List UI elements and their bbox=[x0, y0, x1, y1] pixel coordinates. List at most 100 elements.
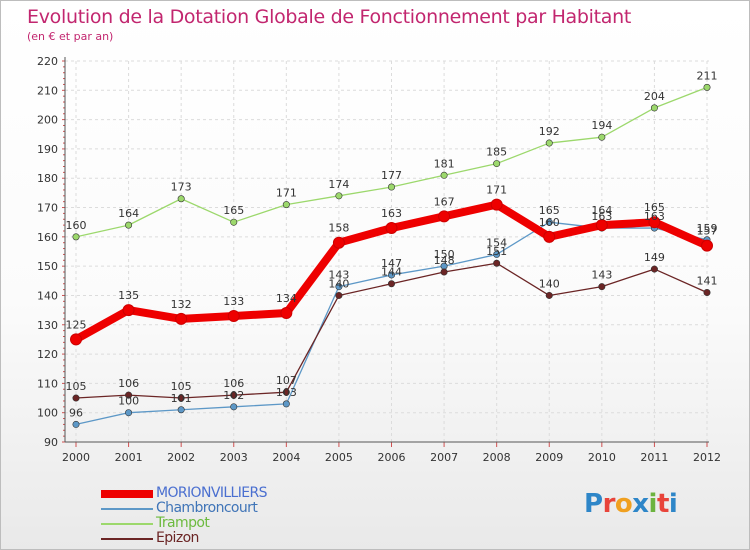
data-label-morionvilliers: 165 bbox=[644, 201, 665, 214]
data-point-trampot bbox=[387, 183, 395, 191]
data-label-chambroncourt: 102 bbox=[223, 389, 244, 402]
legend-label: MORIONVILLIERS bbox=[156, 485, 268, 501]
data-point-epizon bbox=[545, 291, 553, 299]
data-point-chambroncourt bbox=[282, 400, 290, 408]
data-point-epizon bbox=[125, 391, 133, 399]
data-point-trampot bbox=[177, 195, 185, 203]
data-label-trampot: 165 bbox=[223, 204, 244, 217]
x-tick-label: 2006 bbox=[378, 451, 406, 464]
chart-subtitle: (en € et par an) bbox=[27, 30, 114, 43]
axes: 9010011012013014015016017018019020021022… bbox=[37, 55, 721, 464]
x-tick-label: 2008 bbox=[483, 451, 511, 464]
data-point-chambroncourt bbox=[72, 420, 80, 428]
data-label-morionvilliers: 134 bbox=[276, 292, 297, 305]
data-label-morionvilliers: 171 bbox=[486, 184, 507, 197]
logo-letter: t bbox=[656, 489, 669, 519]
y-tick-label: 100 bbox=[37, 407, 58, 420]
data-point-morionvilliers bbox=[701, 239, 713, 252]
data-label-epizon: 141 bbox=[697, 275, 718, 288]
data-label-trampot: 160 bbox=[66, 219, 87, 232]
data-label-morionvilliers: 160 bbox=[539, 216, 560, 229]
logo-letter: o bbox=[614, 489, 633, 519]
legend-label: Epizon bbox=[156, 530, 199, 546]
legend-label: Trampot bbox=[156, 515, 210, 531]
data-point-trampot bbox=[545, 139, 553, 147]
y-tick-label: 150 bbox=[37, 260, 58, 273]
data-label-epizon: 140 bbox=[539, 277, 560, 290]
data-label-trampot: 177 bbox=[381, 169, 402, 182]
legend-label: Chambroncourt bbox=[156, 500, 258, 516]
legend-swatch bbox=[101, 538, 153, 540]
y-tick-label: 210 bbox=[37, 84, 58, 97]
data-label-morionvilliers: 163 bbox=[381, 207, 402, 220]
y-tick-label: 130 bbox=[37, 319, 58, 332]
data-label-trampot: 204 bbox=[644, 90, 665, 103]
y-tick-label: 140 bbox=[37, 289, 58, 302]
data-point-chambroncourt bbox=[387, 271, 395, 279]
logo-letter: x bbox=[632, 489, 649, 519]
data-label-epizon: 105 bbox=[66, 380, 87, 393]
data-label-trampot: 164 bbox=[118, 207, 139, 220]
data-label-chambroncourt: 163 bbox=[591, 210, 612, 223]
data-point-morionvilliers bbox=[490, 198, 503, 211]
x-tick-label: 2012 bbox=[693, 451, 721, 464]
data-label-morionvilliers: 133 bbox=[223, 295, 244, 308]
grid bbox=[65, 60, 709, 443]
data-point-trampot bbox=[598, 133, 606, 141]
x-tick-label: 2002 bbox=[167, 451, 195, 464]
data-point-morionvilliers bbox=[280, 307, 293, 320]
data-point-chambroncourt bbox=[125, 409, 133, 417]
logo-letter: i bbox=[668, 489, 678, 519]
data-point-epizon bbox=[598, 283, 606, 291]
y-tick-label: 120 bbox=[37, 348, 58, 361]
data-label-epizon: 149 bbox=[644, 251, 665, 264]
y-tick-label: 110 bbox=[37, 377, 58, 390]
data-label-chambroncourt: 163 bbox=[644, 210, 665, 223]
data-point-trampot bbox=[703, 83, 711, 91]
data-point-epizon bbox=[282, 388, 290, 396]
data-label-trampot: 171 bbox=[276, 187, 297, 200]
data-point-morionvilliers bbox=[543, 230, 556, 243]
data-point-epizon bbox=[650, 265, 658, 273]
data-label-morionvilliers: 167 bbox=[434, 195, 455, 208]
data-label-chambroncourt: 103 bbox=[276, 386, 297, 399]
logo-letter: r bbox=[602, 489, 616, 519]
x-tick-label: 2011 bbox=[640, 451, 668, 464]
data-point-morionvilliers bbox=[227, 309, 240, 322]
series-lines bbox=[70, 83, 713, 428]
data-point-morionvilliers bbox=[438, 210, 451, 223]
data-label-epizon: 143 bbox=[591, 269, 612, 282]
data-label-chambroncourt: 96 bbox=[69, 406, 83, 419]
data-point-morionvilliers bbox=[175, 312, 188, 325]
data-label-morionvilliers: 125 bbox=[66, 318, 87, 331]
data-label-chambroncourt: 147 bbox=[381, 257, 402, 270]
legend-swatch bbox=[101, 490, 153, 498]
data-point-epizon bbox=[440, 268, 448, 276]
logo-letter: P bbox=[584, 489, 603, 519]
data-point-trampot bbox=[650, 104, 658, 112]
data-label-morionvilliers: 164 bbox=[591, 204, 612, 217]
data-point-trampot bbox=[493, 160, 501, 168]
data-label-chambroncourt: 101 bbox=[171, 392, 192, 405]
data-point-trampot bbox=[440, 171, 448, 179]
data-point-trampot bbox=[230, 218, 238, 226]
data-point-chambroncourt bbox=[230, 403, 238, 411]
data-label-epizon: 105 bbox=[171, 380, 192, 393]
y-tick-label: 220 bbox=[37, 55, 58, 68]
data-label-morionvilliers: 132 bbox=[171, 298, 192, 311]
data-point-chambroncourt bbox=[545, 218, 553, 226]
x-tick-label: 2009 bbox=[535, 451, 563, 464]
data-label-trampot: 173 bbox=[171, 181, 192, 194]
data-point-morionvilliers bbox=[385, 222, 398, 235]
data-point-epizon bbox=[230, 391, 238, 399]
data-point-epizon bbox=[177, 394, 185, 402]
data-point-epizon bbox=[387, 280, 395, 288]
data-point-trampot bbox=[125, 221, 133, 229]
data-label-epizon: 148 bbox=[434, 254, 455, 267]
data-point-epizon bbox=[72, 394, 80, 402]
chart-title: Evolution de la Dotation Globale de Fonc… bbox=[27, 6, 632, 28]
y-tick-label: 180 bbox=[37, 172, 58, 185]
data-label-epizon: 106 bbox=[118, 377, 139, 390]
y-tick-label: 190 bbox=[37, 143, 58, 156]
